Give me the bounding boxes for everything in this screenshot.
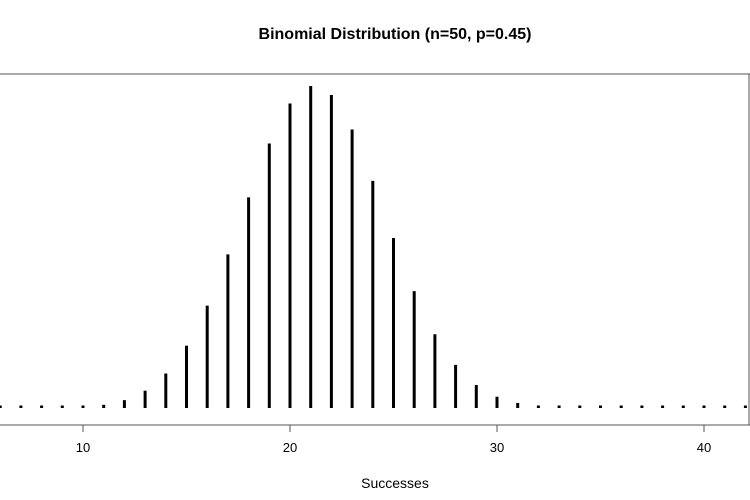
x-axis-ticks: 10 20 30 40 bbox=[76, 425, 711, 455]
x-tick-label-10: 10 bbox=[76, 440, 90, 455]
probability-bars bbox=[0, 86, 747, 408]
x-tick-label-30: 30 bbox=[490, 440, 504, 455]
x-tick-label-40: 40 bbox=[697, 440, 711, 455]
x-tick-label-20: 20 bbox=[283, 440, 297, 455]
chart-title: Binomial Distribution (n=50, p=0.45) bbox=[258, 26, 532, 43]
x-axis-label: Successes bbox=[361, 475, 429, 491]
